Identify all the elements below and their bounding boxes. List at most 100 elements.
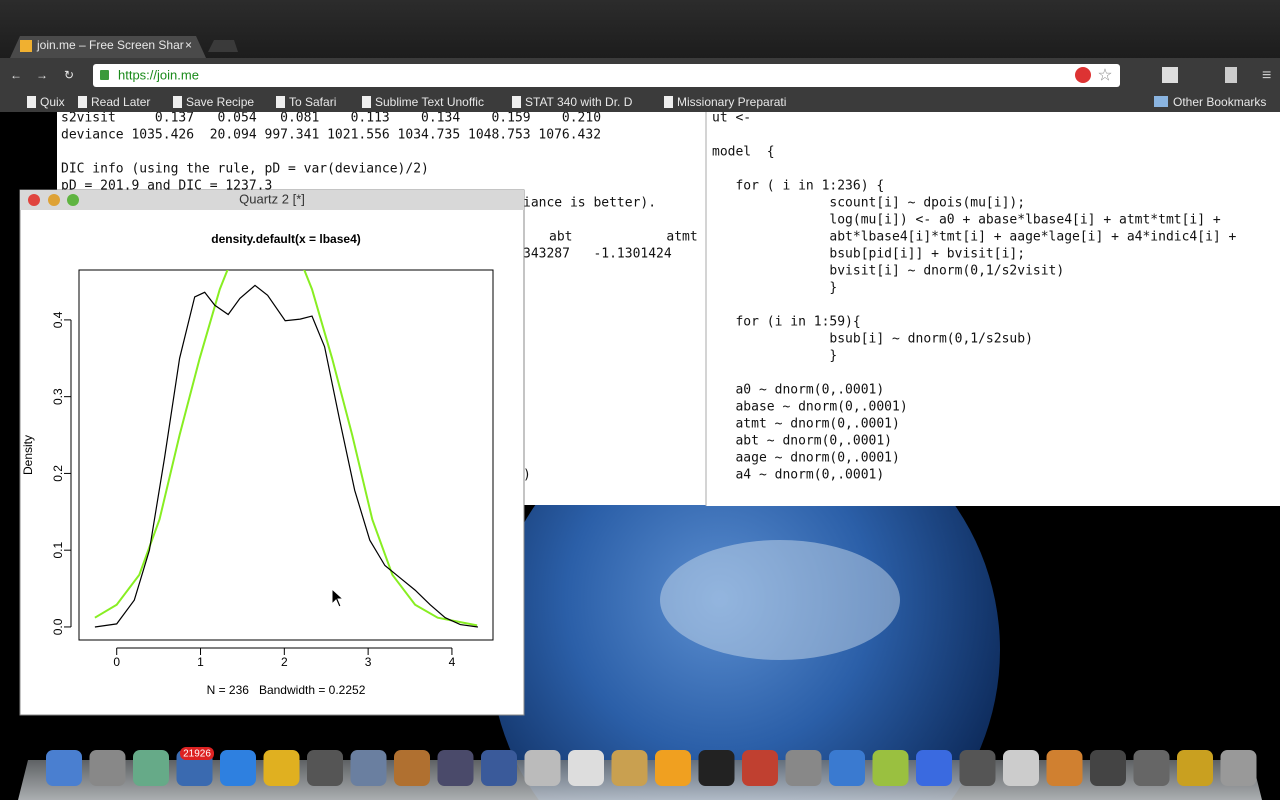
back-button[interactable]: ←	[10, 68, 22, 82]
code-line: bvisit[i] ~ dnorm(0,1/s2visit)	[712, 264, 1064, 279]
close-button[interactable]	[28, 194, 40, 206]
code-line: }	[712, 281, 837, 296]
dock-icon[interactable]	[46, 750, 82, 786]
zoom-button[interactable]	[67, 194, 79, 206]
dock-icon[interactable]	[220, 750, 256, 786]
dock-icon[interactable]	[1046, 750, 1083, 786]
code-line: abase ~ dnorm(0,.0001)	[712, 400, 908, 415]
dock-icon[interactable]	[1090, 750, 1126, 786]
extension-icon[interactable]	[1225, 67, 1237, 83]
bookmarks: Quix Read Later Save Recipe To Safari Sublim…	[27, 95, 786, 109]
dock-icon[interactable]	[524, 750, 561, 786]
dock-icon[interactable]	[133, 750, 169, 786]
dock-icon[interactable]	[1220, 750, 1257, 786]
code-line: abt ~ dnorm(0,.0001)	[712, 434, 892, 449]
code-line: abt*lbase4[i]*tmt[i] + aage*lage[i] + a4…	[712, 230, 1237, 245]
code-line: a4 ~ dnorm(0,.0001)	[712, 468, 884, 483]
y-tick-label: 0.3	[51, 388, 65, 405]
mouse-cursor	[331, 587, 345, 608]
forward-button[interactable]: →	[36, 68, 48, 82]
dock-icon[interactable]	[872, 750, 909, 786]
code-line: scount[i] ~ dpois(mu[i]);	[712, 196, 1025, 211]
dock-icon[interactable]	[829, 750, 865, 786]
clouds	[660, 540, 900, 660]
url-box[interactable]	[93, 64, 1120, 87]
menu-button[interactable]: ≡	[1262, 67, 1271, 84]
bookmark[interactable]: Save Recipe	[186, 95, 254, 109]
x-axis-label: N = 236 Bandwidth = 0.2252	[207, 683, 366, 697]
dock-icon[interactable]	[307, 750, 343, 786]
dock-icon[interactable]	[742, 750, 778, 786]
bookmark-icon	[173, 96, 182, 108]
code-line: bsub[i] ~ dnorm(0,1/s2sub)	[712, 332, 1033, 347]
tab-title: join.me – Free Screen Shar	[36, 38, 184, 52]
y-tick-label: 0.1	[51, 542, 65, 559]
x-tick-label: 0	[113, 655, 120, 669]
console-line: DIC info (using the rule, pD = var(devia…	[61, 162, 429, 177]
bookmark[interactable]: Missionary Preparati	[677, 95, 786, 109]
console-line: iance is better).	[523, 196, 656, 211]
window-title: Quartz 2 [*]	[239, 191, 305, 206]
density-line	[94, 270, 478, 627]
folder-icon	[1154, 96, 1168, 107]
dock-icon[interactable]	[698, 750, 735, 786]
dock-icon[interactable]	[263, 750, 300, 786]
dock-icon[interactable]	[568, 750, 604, 786]
console-line: abt atmt	[549, 230, 698, 245]
bookmarks-bar	[0, 92, 1280, 112]
bookmark[interactable]: Quix	[40, 95, 65, 109]
dock-icon[interactable]	[611, 750, 648, 786]
dock-icon[interactable]	[1003, 750, 1039, 786]
dock-icon[interactable]	[785, 750, 822, 786]
code-line: atmt ~ dnorm(0,.0001)	[712, 417, 900, 432]
plot-frame	[78, 269, 494, 641]
y-tick-label: 0.0	[51, 618, 65, 635]
adblock-icon[interactable]	[1075, 67, 1091, 83]
dock-icon[interactable]	[916, 750, 952, 786]
new-tab[interactable]	[208, 40, 238, 52]
badge	[180, 747, 214, 760]
y-tick-label: 0.4	[51, 311, 65, 328]
dock-icon[interactable]	[655, 750, 691, 786]
star-icon[interactable]: ☆	[1097, 65, 1112, 84]
dock	[46, 750, 1257, 786]
x-tick-label: 2	[281, 655, 288, 669]
code-line: for (i in 1:59){	[712, 315, 861, 330]
dock-icon[interactable]	[1133, 750, 1170, 786]
dock-icon[interactable]	[394, 750, 430, 786]
dock-icon[interactable]	[959, 750, 996, 786]
tab-close[interactable]: ×	[185, 38, 192, 52]
url: https://join.me	[118, 67, 199, 82]
x-tick-label: 4	[449, 655, 456, 669]
dock-icon[interactable]	[1177, 750, 1213, 786]
bookmark[interactable]: To Safari	[289, 95, 336, 109]
dock-icon[interactable]	[437, 750, 474, 786]
code-line: for ( i in 1:236) {	[712, 179, 884, 194]
code-line: a0 ~ dnorm(0,.0001)	[712, 383, 884, 398]
bookmark-icon	[664, 96, 673, 108]
tab[interactable]	[10, 36, 206, 58]
editor-window	[706, 110, 1280, 506]
minimize-button[interactable]	[48, 194, 60, 206]
density-line	[94, 284, 478, 628]
dock-icon[interactable]	[350, 750, 387, 786]
bookmark[interactable]: Read Later	[91, 95, 150, 109]
x-tick-label: 1	[197, 655, 204, 669]
dock-icon[interactable]	[89, 750, 126, 786]
title-bar	[20, 190, 524, 210]
badge-count: 21926	[183, 749, 211, 760]
code-line: model {	[712, 145, 775, 160]
lock-icon	[100, 70, 109, 80]
console-line: s2visit 0.137 0.054 0.081 0.113 0.134 0.…	[61, 111, 601, 126]
extension-icon[interactable]	[1162, 67, 1178, 83]
editor-text: ut <- model { for ( i in 1:236) { scount[…	[712, 111, 1237, 483]
reload-button[interactable]: ↻	[64, 68, 74, 82]
dock-icon[interactable]	[481, 750, 517, 786]
bookmark-icon	[512, 96, 521, 108]
other-bookmarks[interactable]: Other Bookmarks	[1173, 95, 1266, 109]
y-axis-label: Density	[21, 435, 35, 475]
bookmark[interactable]: Sublime Text Unoffic	[375, 95, 484, 109]
bookmark[interactable]: STAT 340 with Dr. D	[525, 95, 633, 109]
